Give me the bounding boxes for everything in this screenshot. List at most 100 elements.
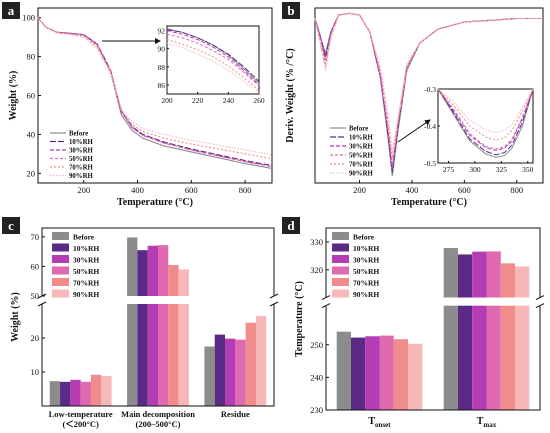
break-mark [535, 295, 545, 301]
panel-c: c Low-temperature(＜200°C) Main decomposit… [2, 217, 279, 429]
bar [235, 339, 246, 406]
x-axis-label: Temperature (°C) [391, 197, 467, 208]
bar [336, 331, 351, 410]
inset-series-line [166, 33, 260, 87]
legend-label: 70%RH [353, 279, 379, 288]
bar [472, 305, 487, 410]
legend-label: Before [349, 126, 368, 133]
bar [515, 305, 530, 410]
y-tick-label: 320 [310, 265, 323, 275]
inset-frame [166, 25, 260, 95]
category-label: Tmax [477, 416, 497, 429]
bar [500, 305, 516, 410]
axis-break-gap [41, 296, 275, 304]
series-line [314, 12, 543, 159]
legend-swatch [332, 232, 349, 240]
y-tick-label: 10 [31, 367, 40, 377]
bar [147, 245, 158, 296]
inset-series-line [437, 88, 534, 151]
inset-x-tick-label: 275 [443, 165, 455, 174]
plot-frame-lower [41, 304, 275, 407]
inset-series-line [437, 88, 534, 158]
inset-series-line [166, 30, 260, 86]
y-tick-label: 20 [27, 168, 36, 178]
axis-break-gap [325, 297, 541, 306]
legend-label: 50%RH [69, 156, 94, 163]
bar [443, 248, 458, 298]
panel-d-letter: d [287, 218, 295, 233]
legend-swatch [52, 255, 69, 263]
bar [350, 337, 366, 410]
legend-label: Before [73, 233, 95, 242]
legend-swatch [332, 243, 349, 252]
temperature-bar-chart: Tonset Tmax 230 240 250 320 330 Temperature (°C… [294, 227, 545, 429]
panel-c-badge [2, 217, 20, 234]
bar [393, 339, 409, 410]
bar [158, 245, 169, 296]
inset-x-tick-label: 240 [223, 96, 235, 105]
bar [457, 305, 473, 410]
y-tick-label: 80 [27, 52, 36, 62]
bar [137, 250, 148, 296]
y-tick-label: 100 [22, 13, 35, 23]
panel-d-badge [282, 217, 300, 234]
y-axis-label: Weight (%) [8, 71, 19, 121]
category-label: Main decomposition [121, 409, 195, 419]
bar [515, 266, 530, 298]
bar [101, 376, 112, 406]
legend-label: 70%RH [69, 165, 94, 172]
y-tick-label: 60 [31, 261, 40, 271]
inset-series-line [166, 29, 260, 82]
bar [486, 305, 501, 410]
x-axis-label: Temperature (°C) [117, 197, 193, 208]
inset-series-line [437, 88, 534, 150]
legend-swatch [332, 289, 349, 298]
legend-label: 70%RH [349, 162, 374, 169]
bar [486, 251, 501, 298]
inset-y-tick-label: -0.5 [424, 159, 436, 168]
bar [457, 254, 473, 298]
legend-swatch [332, 278, 349, 286]
inset-series-line [437, 88, 534, 134]
legend-label: 90%RH [69, 173, 94, 180]
legend-label: 90%RH [73, 290, 99, 299]
category-label: (＜200°C) [62, 419, 99, 429]
panel-c-letter: c [8, 218, 14, 233]
legend-label: 10%RH [353, 244, 379, 253]
x-tick-label: 400 [131, 185, 144, 195]
x-tick-label: 800 [510, 185, 523, 195]
bar [408, 343, 423, 410]
break-mark [535, 303, 545, 309]
panel-d: d Tonset Tmax 230 240 250 320 330 Temperature (… [282, 217, 545, 429]
legend-swatch [52, 278, 69, 286]
panel-b-letter: b [287, 3, 294, 18]
series-line [37, 17, 273, 156]
legend-swatch [52, 232, 69, 240]
zoom-arrow [397, 119, 431, 143]
bar [178, 269, 189, 296]
dtg-plot: 200 400 600 800 Temperature (°C) Deriv. Weigh… [285, 7, 544, 208]
y-tick-label: 20 [31, 333, 40, 343]
y-tick-label: 240 [310, 372, 323, 382]
x-tick-label: 800 [239, 185, 252, 195]
bar [80, 381, 91, 406]
bar [500, 263, 516, 298]
bar [158, 304, 169, 406]
inset-y-tick-label: 88 [158, 63, 166, 72]
inset-x-tick-label: 200 [161, 96, 173, 105]
legend-label: 10%RH [69, 139, 94, 146]
inset-x-tick-label: 350 [522, 165, 534, 174]
bar [365, 336, 380, 410]
legend-label: 10%RH [349, 135, 374, 142]
y-tick-label: 50 [31, 291, 40, 301]
bar [379, 335, 394, 410]
series-line [37, 17, 273, 160]
y-tick-label: 60 [27, 91, 36, 101]
inset-x-tick-label: 325 [496, 165, 508, 174]
inset-series-line [166, 39, 260, 91]
series-line [314, 12, 543, 152]
legend-label: 30%RH [349, 144, 374, 151]
bar [214, 334, 226, 406]
